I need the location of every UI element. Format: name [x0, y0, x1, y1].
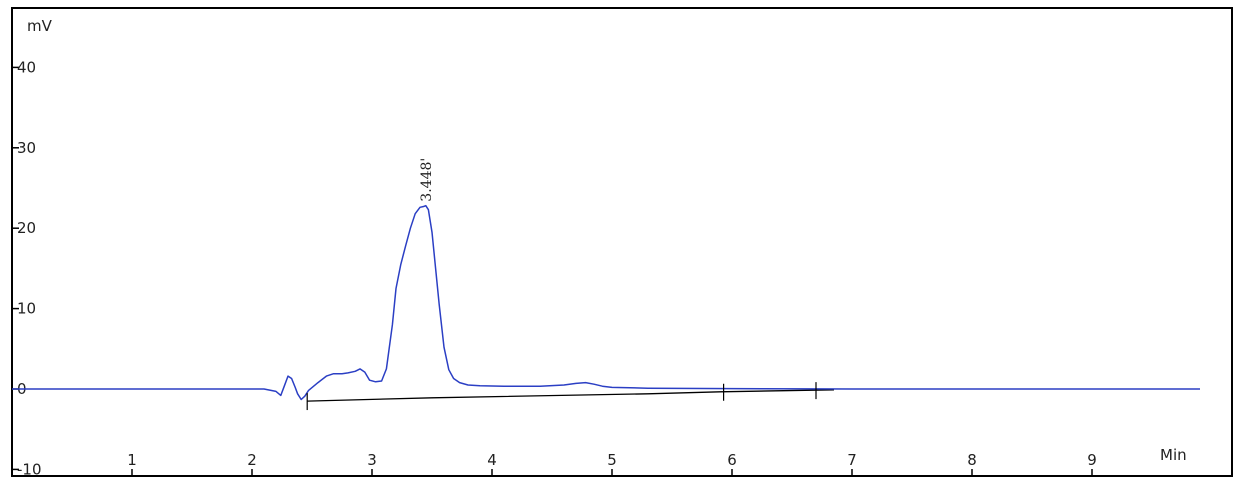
x-axis-ticks: 1 2 3 4 5 6 7 8 9 [127, 451, 1097, 476]
baseline-line [307, 389, 835, 402]
plot-frame [11, 7, 1233, 477]
y-tick-label: -10 [17, 460, 42, 478]
y-axis-unit-label: mV [27, 17, 53, 35]
integration-markers [306, 382, 817, 411]
peak-label: 3.448' [419, 158, 435, 202]
x-tick-label: 1 [127, 451, 137, 469]
series-group [12, 204, 1200, 401]
series-line [12, 204, 1200, 401]
y-tick-label: 10 [17, 300, 36, 318]
peak-annotations: 3.448' [419, 158, 435, 202]
integration-baseline [307, 389, 835, 402]
x-tick-label: 3 [367, 451, 377, 469]
x-tick-label: 8 [967, 451, 977, 469]
x-axis-unit-label: Min [1160, 446, 1187, 464]
y-tick-label: 40 [17, 58, 36, 76]
x-tick-label: 7 [847, 451, 857, 469]
y-tick-label: 20 [17, 219, 36, 237]
y-tick-label: 30 [17, 139, 36, 157]
x-tick-label: 4 [487, 451, 497, 469]
x-tick-label: 2 [247, 451, 257, 469]
x-tick-label: 5 [607, 451, 617, 469]
x-tick-label: 9 [1087, 451, 1097, 469]
x-tick-label: 6 [727, 451, 737, 469]
